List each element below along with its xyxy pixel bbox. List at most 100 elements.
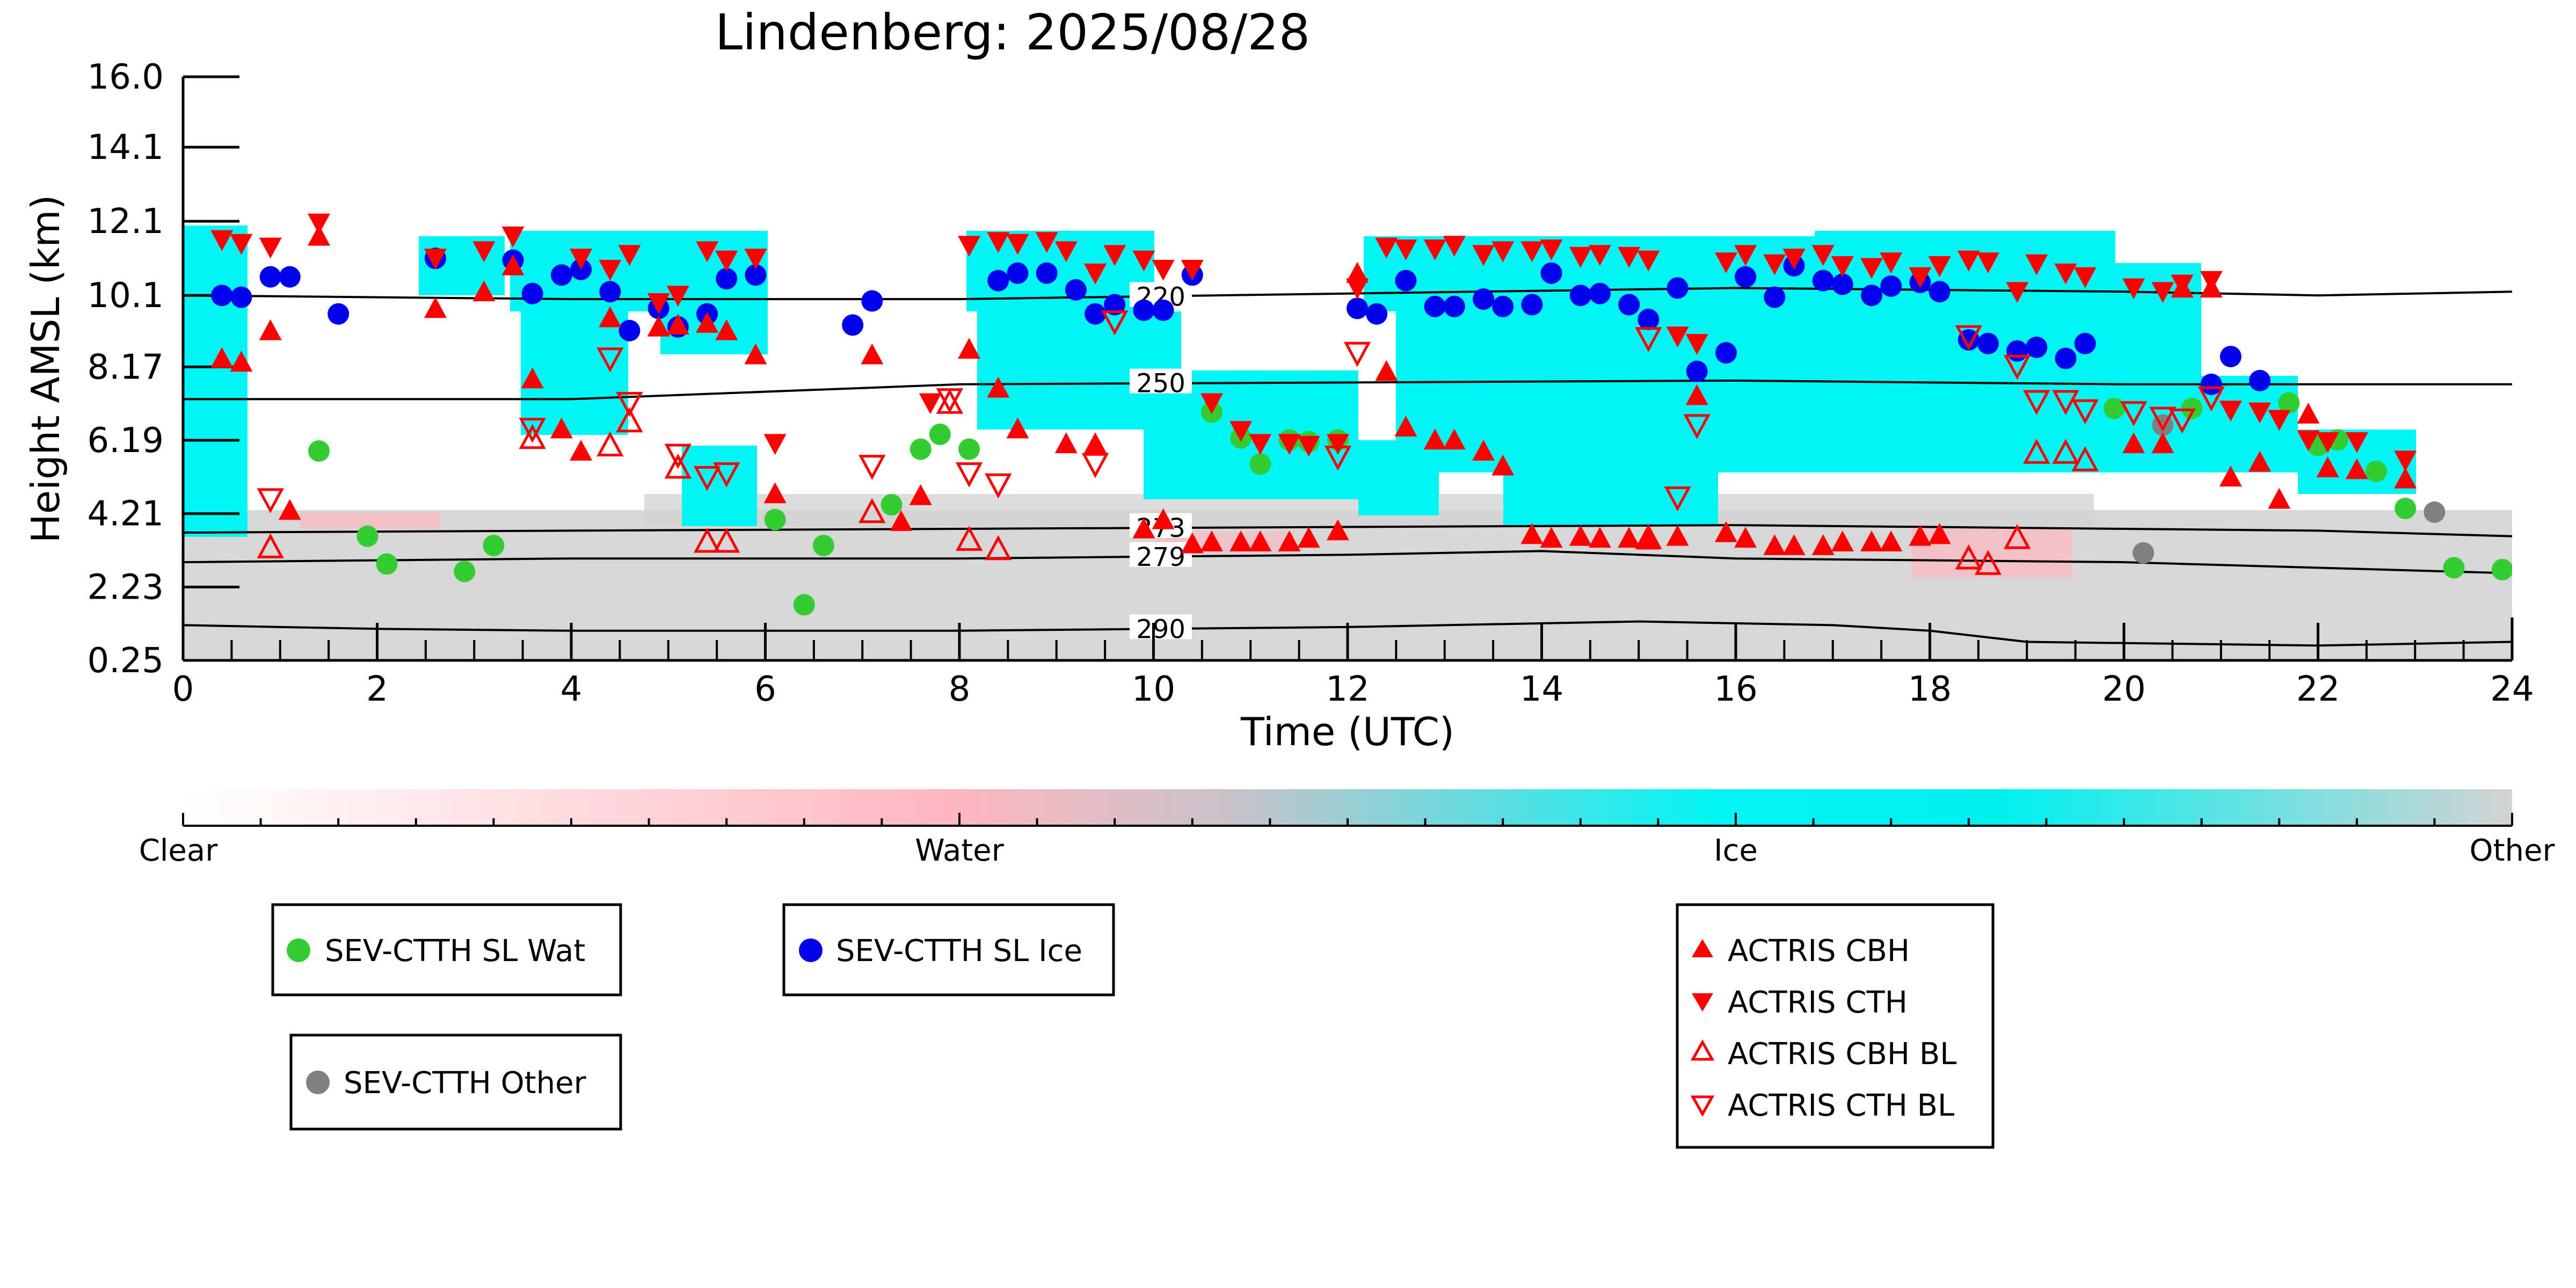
marker-actris-cth-bl: [1081, 453, 1109, 478]
marker-actris-cbh: [909, 484, 932, 505]
marker-sev-ctth-sl-wat: [376, 553, 398, 575]
marker-actris-cth: [259, 237, 282, 259]
marker-actris-cth-bl: [1101, 310, 1129, 336]
marker-sev-ctth-sl-wat: [2491, 558, 2512, 580]
marker-actris-cth: [1520, 241, 1544, 263]
marker-sev-ctth-sl-wat: [2278, 392, 2300, 414]
x-tick-label: 14: [1520, 670, 1563, 709]
marker-actris-cth-bl: [596, 347, 624, 373]
legend-marker-cth-bl: [1690, 1095, 1715, 1117]
contour-label: 250: [1136, 369, 1185, 399]
legend-wat: SEV-CTTH SL Wat: [271, 903, 622, 996]
marker-actris-cth: [1054, 241, 1078, 263]
marker-sev-ctth-sl-wat: [2395, 498, 2417, 520]
marker-sev-ctth-other: [2133, 542, 2155, 564]
x-tick-label: 12: [1326, 670, 1369, 709]
marker-actris-cbh: [715, 319, 738, 340]
marker-actris-cth-bl: [936, 388, 964, 413]
marker-actris-cth: [2054, 263, 2077, 285]
y-axis-label: Height AMSL (km): [23, 195, 68, 543]
x-ticks: 0 2 4 6 8 10 12 14 16 18 20 22 24: [172, 623, 2534, 709]
x-tick-label: 8: [949, 670, 971, 709]
marker-actris-cbh: [1540, 527, 1563, 548]
marker-actris-cth: [2268, 410, 2291, 431]
marker-actris-cbh: [278, 499, 301, 520]
marker-actris-cbh: [1909, 525, 1932, 546]
marker-actris-cbh: [2248, 450, 2271, 472]
y-tick-label: 0.25: [88, 641, 164, 681]
marker-actris-cbh: [1734, 527, 1757, 548]
contour-label: 290: [1136, 614, 1185, 644]
ice-class-region: [521, 311, 628, 435]
y-tick-label: 12.1: [88, 202, 164, 242]
marker-sev-ctth-sl-wat: [881, 494, 903, 516]
marker-sev-ctth-sl-ice: [2249, 369, 2271, 391]
marker-actris-cbh: [1763, 534, 1786, 555]
marker-sev-ctth-sl-ice: [1036, 262, 1058, 284]
marker-actris-cbh: [1297, 527, 1320, 548]
marker-actris-cbh-bl: [985, 535, 1012, 561]
colorbar-label-ice: Ice: [1714, 833, 1758, 868]
x-tick-label: 10: [1132, 670, 1175, 709]
marker-sev-ctth-sl-ice: [1638, 309, 1660, 331]
legend-label: SEV-CTTH SL Ice: [836, 934, 1082, 969]
marker-sev-ctth-sl-ice: [1812, 270, 1834, 292]
marker-actris-cth: [1637, 250, 1660, 272]
marker-sev-ctth-sl-wat: [2103, 397, 2125, 419]
marker-sev-ctth-sl-ice: [230, 286, 252, 308]
x-tick-label: 20: [2102, 670, 2145, 709]
marker-sev-ctth-sl-ice: [1366, 303, 1388, 325]
marker-actris-cth-bl: [519, 418, 546, 443]
marker-actris-cth: [1666, 326, 1689, 348]
marker-actris-cbh-bl: [2052, 439, 2079, 464]
ice-class-region: [1503, 472, 1718, 526]
marker-actris-cth-bl: [664, 443, 692, 469]
marker-actris-cth: [1084, 263, 1107, 285]
marker-actris-cth: [1443, 236, 1466, 257]
marker-actris-cbh: [696, 312, 719, 333]
marker-actris-cth: [1569, 246, 1592, 268]
legend-ice: SEV-CTTH SL Ice: [782, 903, 1115, 996]
marker-sev-ctth-sl-ice: [2200, 373, 2222, 395]
marker-actris-cth: [715, 250, 738, 272]
marker-actris-cth-bl: [2004, 355, 2031, 380]
marker-actris-cbh: [647, 315, 670, 337]
marker-actris-cbh: [1249, 530, 1272, 551]
marker-actris-cth-bl: [955, 462, 983, 487]
cloud-classification-field: [183, 225, 2512, 660]
marker-actris-cth: [1394, 239, 1417, 260]
marker-actris-cbh: [1491, 454, 1515, 476]
marker-sev-ctth-sl-ice: [1133, 299, 1155, 321]
marker-actris-cth: [763, 434, 787, 455]
contour-label-bg: [1130, 368, 1192, 394]
legend-frame: [782, 903, 1115, 996]
marker-actris-cbh: [1443, 428, 1466, 450]
marker-actris-cth: [1957, 250, 1980, 272]
marker-sev-ctth-sl-ice: [1443, 295, 1465, 317]
marker-actris-cth: [1375, 237, 1398, 259]
marker-actris-cth: [1200, 393, 1223, 414]
marker-sev-ctth-sl-ice: [842, 314, 864, 336]
marker-actris-cth-bl: [2120, 401, 2148, 426]
marker-actris-cth: [1831, 256, 1854, 277]
marker-actris-cbh: [2122, 432, 2145, 454]
marker-actris-cth: [1249, 434, 1272, 455]
marker-sev-ctth-sl-wat: [909, 438, 932, 460]
marker-actris-cbh: [763, 482, 787, 504]
marker-actris-cth-bl: [858, 455, 886, 480]
marker-actris-cth: [1685, 334, 1708, 355]
marker-sev-ctth-sl-ice: [1473, 288, 1495, 310]
marker-actris-cbh: [1714, 521, 1737, 542]
marker-actris-cth: [501, 226, 525, 248]
marker-actris-cbh-bl: [1955, 544, 1982, 570]
marker-actris-cbh: [1782, 534, 1806, 555]
marker-sev-ctth-sl-wat: [929, 424, 951, 446]
marker-actris-cth: [1811, 245, 1835, 266]
marker-actris-cbh: [1618, 527, 1641, 548]
x-tick-label: 22: [2296, 670, 2340, 709]
marker-actris-cbh: [1860, 530, 1883, 551]
marker-actris-cbh: [1229, 530, 1253, 551]
marker-sev-ctth-sl-ice: [1667, 277, 1689, 299]
marker-actris-cth: [647, 293, 670, 314]
marker-actris-cbh-bl: [713, 527, 740, 553]
